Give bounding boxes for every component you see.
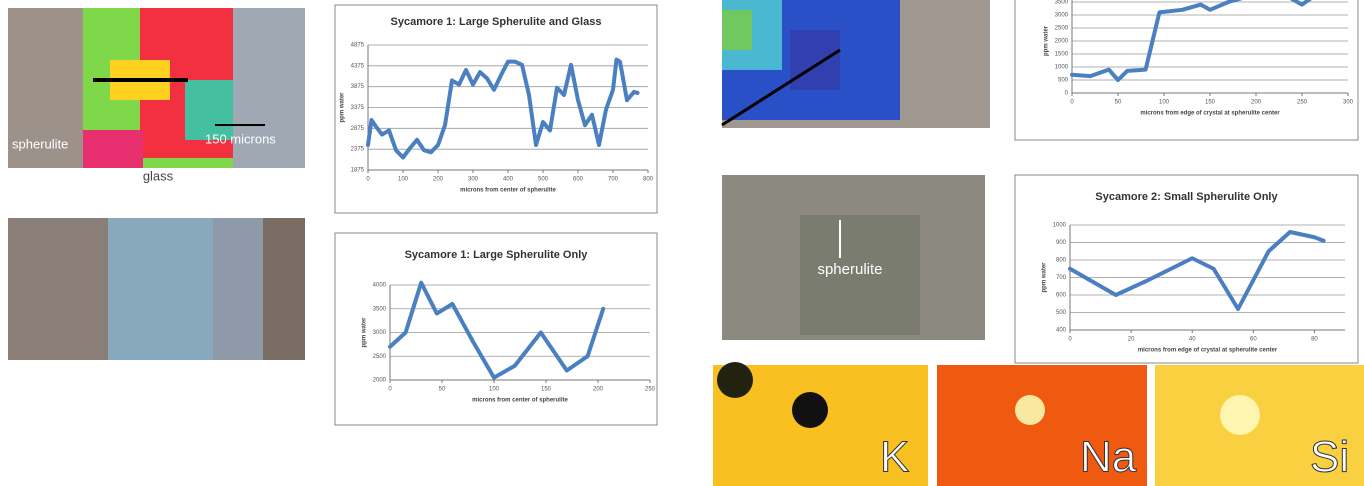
x-tick-label: 250 bbox=[1297, 100, 1308, 106]
x-tick-label: 600 bbox=[573, 177, 584, 183]
x-tick-label: 150 bbox=[1205, 100, 1216, 106]
x-tick-label: 800 bbox=[643, 177, 654, 183]
figure: spherulite 150 microns glass spherulite … bbox=[0, 0, 1364, 486]
image-caption: glass bbox=[143, 168, 174, 183]
chart: Sycamore 1: Large Spherulite Only 2000 250… bbox=[335, 233, 657, 425]
x-tick-label: 80 bbox=[1311, 337, 1318, 343]
y-axis-label: ppm water bbox=[362, 317, 368, 348]
x-axis-label: microns from center of spherulite bbox=[472, 398, 568, 404]
x-tick-label: 150 bbox=[541, 387, 552, 393]
element-label: Si bbox=[1310, 433, 1349, 482]
y-tick-label: 1000 bbox=[1053, 223, 1067, 229]
x-tick-label: 400 bbox=[503, 177, 514, 183]
x-tick-label: 50 bbox=[439, 387, 446, 393]
chart: 0500100015002000250030003500400005010015… bbox=[1015, 0, 1358, 140]
x-tick-label: 100 bbox=[398, 177, 409, 183]
element-label: K bbox=[880, 433, 909, 482]
image-label: spherulite bbox=[12, 136, 68, 151]
y-tick-label: 2375 bbox=[351, 147, 365, 153]
x-tick-label: 60 bbox=[1250, 337, 1257, 343]
y-tick-label: 3500 bbox=[1055, 0, 1069, 6]
x-axis-label: microns from edge of crystal at spheruli… bbox=[1140, 111, 1280, 117]
y-axis-label: ppm water bbox=[1044, 25, 1050, 56]
photo bbox=[722, 175, 985, 340]
y-tick-label: 4375 bbox=[351, 63, 365, 69]
y-tick-label: 500 bbox=[1056, 310, 1067, 316]
y-tick-label: 3875 bbox=[351, 84, 365, 90]
y-tick-label: 900 bbox=[1056, 240, 1067, 246]
chart-frame bbox=[335, 233, 657, 425]
chart: Sycamore 2: Small Spherulite Only 400 500 6… bbox=[1015, 175, 1358, 363]
y-axis-label: ppm water bbox=[340, 92, 346, 123]
y-tick-label: 800 bbox=[1056, 258, 1067, 264]
y-tick-label: 3375 bbox=[351, 105, 365, 111]
y-tick-label: 4000 bbox=[373, 283, 387, 289]
y-tick-label: 1000 bbox=[1055, 65, 1069, 71]
heatmap bbox=[722, 0, 990, 128]
y-tick-label: 2000 bbox=[373, 378, 387, 384]
x-tick-label: 250 bbox=[645, 387, 656, 393]
element-label: Na bbox=[1080, 433, 1137, 482]
x-tick-label: 100 bbox=[489, 387, 500, 393]
chart-title: Sycamore 2: Small Spherulite Only bbox=[1095, 191, 1278, 203]
x-axis-label: microns from center of spherulite bbox=[460, 188, 556, 194]
y-tick-label: 2000 bbox=[1055, 39, 1069, 45]
y-axis-label: ppm water bbox=[1042, 262, 1048, 293]
y-tick-label: 600 bbox=[1056, 293, 1067, 299]
y-tick-label: 4875 bbox=[351, 43, 365, 49]
y-tick-label: 2500 bbox=[373, 354, 387, 360]
y-tick-label: 3500 bbox=[373, 306, 387, 312]
y-tick-label: 2500 bbox=[1055, 26, 1069, 32]
x-axis-label: microns from edge of crystal at spheruli… bbox=[1138, 348, 1278, 354]
y-tick-label: 3000 bbox=[1055, 13, 1069, 19]
x-tick-label: 200 bbox=[433, 177, 444, 183]
element-maps bbox=[713, 362, 1364, 486]
x-tick-label: 500 bbox=[538, 177, 549, 183]
x-tick-label: 700 bbox=[608, 177, 619, 183]
y-tick-label: 2875 bbox=[351, 126, 365, 132]
chart-title: Sycamore 1: Large Spherulite and Glass bbox=[391, 16, 602, 28]
x-tick-label: 200 bbox=[1251, 100, 1262, 106]
photo bbox=[8, 218, 305, 360]
chart-frame bbox=[1015, 175, 1358, 363]
scale-label: 150 microns bbox=[205, 131, 276, 146]
y-tick-label: 3000 bbox=[373, 330, 387, 336]
y-tick-label: 1500 bbox=[1055, 52, 1069, 58]
y-tick-label: 1875 bbox=[351, 168, 365, 174]
x-tick-label: 100 bbox=[1159, 100, 1170, 106]
image-label: spherulite bbox=[817, 261, 882, 278]
chart-title: Sycamore 1: Large Spherulite Only bbox=[405, 249, 589, 261]
x-tick-label: 20 bbox=[1128, 337, 1135, 343]
y-tick-label: 400 bbox=[1056, 328, 1067, 334]
chart: Sycamore 1: Large Spherulite and Glass 18… bbox=[335, 5, 657, 213]
x-tick-label: 300 bbox=[1343, 100, 1354, 106]
x-tick-label: 300 bbox=[468, 177, 479, 183]
y-tick-label: 700 bbox=[1056, 275, 1067, 281]
x-tick-label: 40 bbox=[1189, 337, 1196, 343]
y-tick-label: 500 bbox=[1058, 78, 1069, 84]
x-tick-label: 50 bbox=[1115, 100, 1122, 106]
x-tick-label: 200 bbox=[593, 387, 604, 393]
